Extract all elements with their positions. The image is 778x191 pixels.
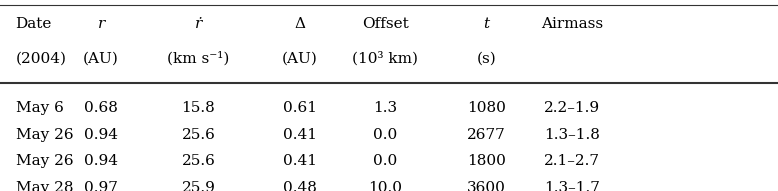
Text: (AU): (AU) <box>83 51 119 65</box>
Text: 0.0: 0.0 <box>373 154 398 168</box>
Text: 15.8: 15.8 <box>181 101 216 115</box>
Text: May 6: May 6 <box>16 101 64 115</box>
Text: t: t <box>483 17 489 31</box>
Text: 1080: 1080 <box>467 101 506 115</box>
Text: 1.3–1.7: 1.3–1.7 <box>544 180 600 191</box>
Text: (s): (s) <box>476 51 496 65</box>
Text: 0.61: 0.61 <box>282 101 317 115</box>
Text: May 28: May 28 <box>16 180 73 191</box>
Text: (AU): (AU) <box>282 51 317 65</box>
Text: r: r <box>97 17 105 31</box>
Text: (km s⁻¹): (km s⁻¹) <box>167 51 230 66</box>
Text: 2677: 2677 <box>467 128 506 142</box>
Text: 0.0: 0.0 <box>373 128 398 142</box>
Text: 0.94: 0.94 <box>84 128 118 142</box>
Text: 25.6: 25.6 <box>181 154 216 168</box>
Text: 0.68: 0.68 <box>84 101 118 115</box>
Text: ṙ: ṙ <box>194 17 202 31</box>
Text: May 26: May 26 <box>16 128 73 142</box>
Text: 2.2–1.9: 2.2–1.9 <box>544 101 600 115</box>
Text: 2.1–2.7: 2.1–2.7 <box>544 154 600 168</box>
Text: Offset: Offset <box>362 17 408 31</box>
Text: 1.3–1.8: 1.3–1.8 <box>544 128 600 142</box>
Text: 1.3: 1.3 <box>373 101 398 115</box>
Text: Airmass: Airmass <box>541 17 603 31</box>
Text: 1800: 1800 <box>467 154 506 168</box>
Text: 0.97: 0.97 <box>84 180 118 191</box>
Text: 10.0: 10.0 <box>368 180 402 191</box>
Text: (10³ km): (10³ km) <box>352 51 418 66</box>
Text: 0.41: 0.41 <box>282 154 317 168</box>
Text: Δ: Δ <box>294 17 305 31</box>
Text: 0.94: 0.94 <box>84 154 118 168</box>
Text: 3600: 3600 <box>467 180 506 191</box>
Text: 0.41: 0.41 <box>282 128 317 142</box>
Text: 0.48: 0.48 <box>282 180 317 191</box>
Text: (2004): (2004) <box>16 51 67 65</box>
Text: Date: Date <box>16 17 52 31</box>
Text: 25.9: 25.9 <box>181 180 216 191</box>
Text: May 26: May 26 <box>16 154 73 168</box>
Text: 25.6: 25.6 <box>181 128 216 142</box>
